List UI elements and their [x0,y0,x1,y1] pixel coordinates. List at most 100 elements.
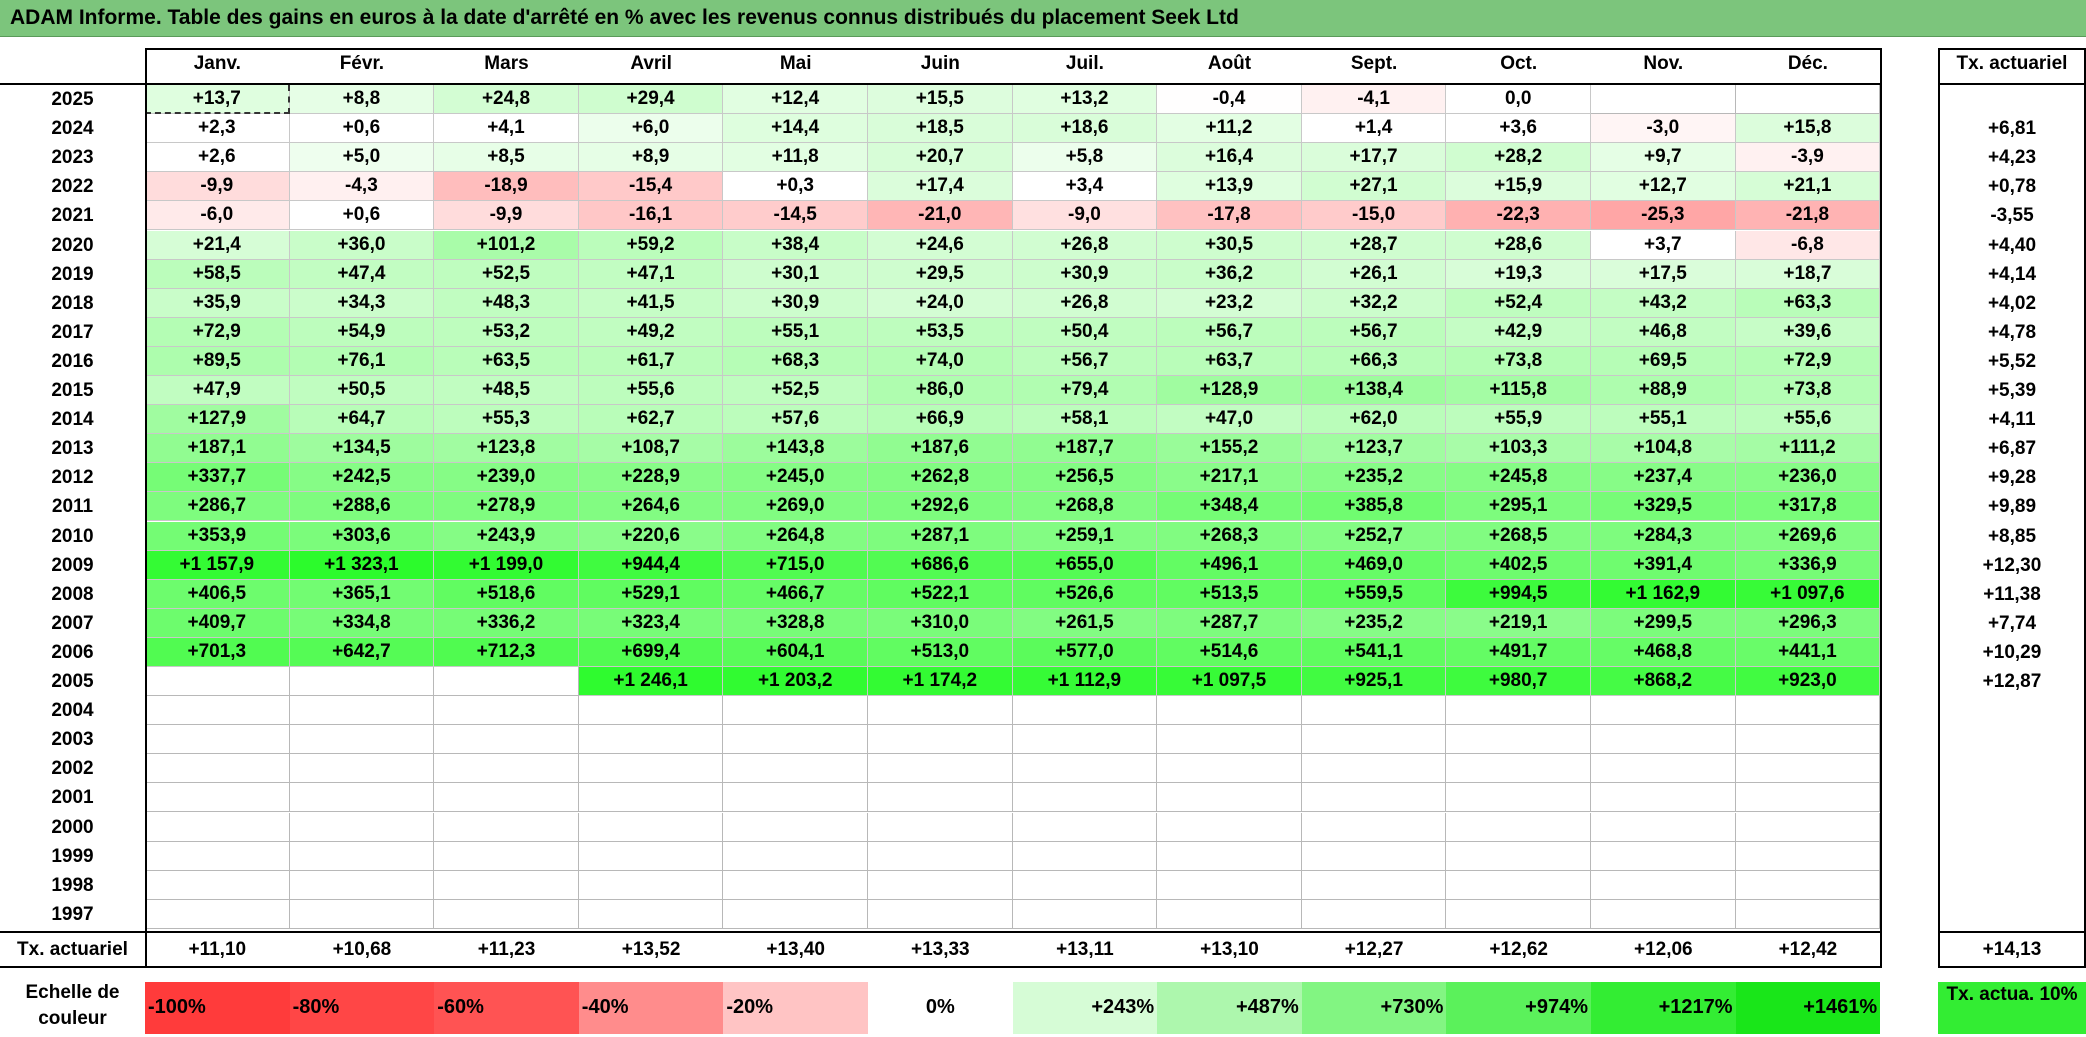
table-cell: +3,6 [1446,114,1591,144]
table-cell: +63,3 [1735,288,1881,318]
rate-value [1938,842,2086,871]
table-cell [723,725,868,755]
table-cell: +86,0 [868,376,1013,406]
table-cell [1012,754,1158,784]
table-cell: +127,9 [145,405,290,435]
table-cell [868,754,1013,784]
table-cell: +336,2 [434,608,579,638]
rate-value [1938,725,2086,754]
table-cell [1735,783,1881,813]
table-cell [1012,783,1158,813]
table-cell: +468,8 [1591,637,1736,667]
scale-swatch: -60% [434,982,579,1034]
scale-swatch: +1461% [1735,982,1881,1034]
table-cell: +46,8 [1591,317,1736,347]
year-label: 2000 [51,816,94,838]
table-cell [1301,696,1447,726]
table-cell: +30,9 [723,288,868,318]
table-cell: +469,0 [1301,550,1447,580]
table-cell: +48,5 [434,376,579,406]
table-cell: +35,9 [145,288,290,318]
table-cell: +36,2 [1157,259,1302,289]
table-cell: +56,7 [1301,317,1447,347]
table-cell: +278,9 [434,492,579,522]
table-cell: +36,0 [289,230,435,260]
table-cell: +63,5 [434,346,579,376]
year-label: 2018 [51,292,94,314]
table-cell [723,783,868,813]
table-cell [1735,841,1881,871]
table-cell: +604,1 [723,637,868,667]
rate-value [1938,813,2086,842]
table-cell: +23,2 [1157,288,1302,318]
rate-header: Tx. actuariel [1956,53,2068,74]
year-label: 2009 [51,554,94,576]
table-cell [1735,696,1881,726]
table-cell: +217,1 [1157,463,1302,493]
table-cell: -3,0 [1591,114,1736,144]
table-cell: +348,4 [1157,492,1302,522]
table-cell: +138,4 [1301,376,1447,406]
table-cell: +21,1 [1735,172,1881,202]
table-cell: +18,6 [1012,114,1158,144]
scale-swatch: +487% [1157,982,1302,1034]
table-cell [1446,725,1591,755]
table-cell [145,667,290,697]
table-cell [1157,783,1302,813]
table-cell [1446,754,1591,784]
table-cell [868,899,1013,929]
table-cell: +115,8 [1446,376,1591,406]
table-cell [289,667,435,697]
table-cell [578,812,724,842]
year-label: 2004 [51,700,94,722]
footer-value: +13,11 [1056,939,1114,960]
table-cell: -14,5 [723,201,868,231]
table-cell: +12,7 [1591,172,1736,202]
table-cell: +54,9 [289,317,435,347]
table-cell: +128,9 [1157,376,1302,406]
table-cell: +24,8 [434,85,579,115]
table-cell [723,870,868,900]
year-label: 1998 [51,874,94,896]
table-cell: +518,6 [434,579,579,609]
scale-swatch: +974% [1446,982,1591,1034]
table-cell [289,754,435,784]
month-header: Sept. [1350,53,1398,74]
table-cell: +980,7 [1446,667,1591,697]
table-cell: +5,0 [289,143,435,173]
year-label: 2023 [51,147,94,169]
table-cell: +1 199,0 [434,550,579,580]
scale-rate-box: Tx. actua. 10% [1938,982,2086,1034]
year-label: 1997 [51,903,94,925]
table-cell: +0,6 [289,201,435,231]
table-cell: +41,5 [578,288,724,318]
table-cell: +466,7 [723,579,868,609]
table-cell: +336,9 [1735,550,1881,580]
table-cell [723,754,868,784]
table-cell: +243,9 [434,521,579,551]
year-label: 2002 [51,758,94,780]
table-cell: +18,7 [1735,259,1881,289]
scale-label: Echelle de couleur [25,982,120,1029]
scale-swatch: +730% [1301,982,1447,1034]
table-cell: +252,7 [1301,521,1447,551]
table-cell: +868,2 [1591,667,1736,697]
table-cell [1591,85,1736,115]
table-cell: +292,6 [868,492,1013,522]
table-cell: +47,4 [289,259,435,289]
rate-value [1938,900,2086,929]
table-cell: +52,4 [1446,288,1591,318]
table-cell: +8,9 [578,143,724,173]
rate-value: +4,23 [1987,147,2037,169]
table-cell: +296,3 [1735,608,1881,638]
table-cell [1735,899,1881,929]
table-cell: +334,8 [289,608,435,638]
table-cell: +15,9 [1446,172,1591,202]
table-cell: +365,1 [289,579,435,609]
table-cell: -9,9 [145,172,290,202]
table-cell: -9,9 [434,201,579,231]
table-cell [1446,870,1591,900]
table-cell [1301,841,1447,871]
table-cell [1012,899,1158,929]
footer-value: +12,42 [1778,939,1838,960]
